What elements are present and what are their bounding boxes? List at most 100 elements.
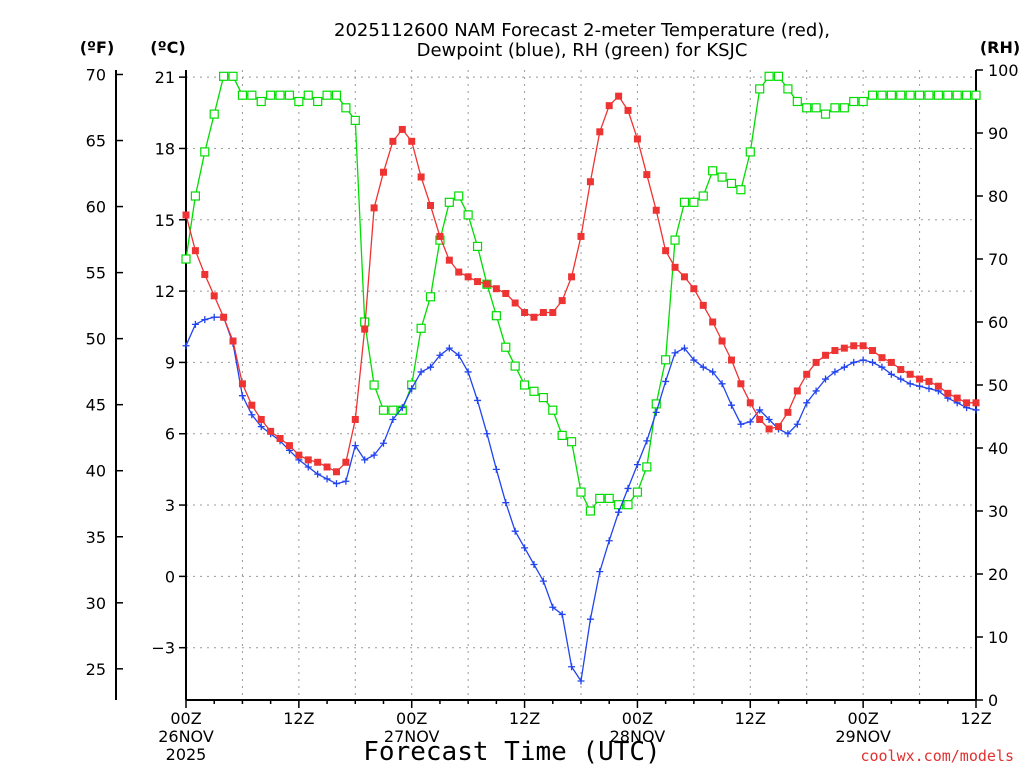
temperature-point bbox=[756, 415, 764, 423]
rh-point bbox=[886, 90, 896, 100]
celsius-tick-label: 15 bbox=[155, 211, 175, 230]
dewpoint-point bbox=[191, 320, 199, 328]
dewpoint-point bbox=[643, 437, 651, 445]
rh-tick-label: 30 bbox=[988, 502, 1008, 521]
rh-tick-label: 90 bbox=[988, 124, 1008, 143]
temperature-point bbox=[615, 92, 623, 100]
dewpoint-point bbox=[793, 420, 801, 428]
rh-point bbox=[538, 393, 548, 403]
temperature-point bbox=[332, 468, 340, 476]
dewpoint-point bbox=[238, 392, 246, 400]
rh-point bbox=[491, 311, 501, 321]
dewpoint-point bbox=[304, 463, 312, 471]
temperature-point bbox=[427, 202, 435, 210]
dewpoint-point bbox=[549, 603, 557, 611]
temperature-point bbox=[633, 135, 641, 143]
rh-point bbox=[971, 90, 981, 100]
time-tick-label: 00Z bbox=[396, 709, 427, 728]
rh-point bbox=[576, 487, 586, 497]
temperature-point bbox=[511, 299, 519, 307]
fahrenheit-tick-label: 65 bbox=[86, 132, 106, 151]
temperature-point bbox=[474, 278, 482, 286]
rh-tick-label: 60 bbox=[988, 313, 1008, 332]
temperature-point bbox=[916, 375, 924, 383]
dewpoint-point bbox=[624, 484, 632, 492]
temperature-point bbox=[831, 347, 839, 355]
rh-tick-label: 80 bbox=[988, 187, 1008, 206]
dewpoint-point bbox=[436, 351, 444, 359]
rh-tick-label: 40 bbox=[988, 439, 1008, 458]
dewpoint-point bbox=[483, 430, 491, 438]
temperature-point bbox=[436, 232, 444, 240]
dewpoint-point bbox=[323, 475, 331, 483]
temperature-point bbox=[850, 342, 858, 350]
temperature-point bbox=[502, 289, 510, 297]
dewpoint-point bbox=[521, 544, 529, 552]
fahrenheit-tick-label: 45 bbox=[86, 396, 106, 415]
fahrenheit-tick-label: 50 bbox=[86, 330, 106, 349]
temperature-point bbox=[182, 211, 190, 219]
dewpoint-point bbox=[370, 451, 378, 459]
rh-point bbox=[463, 210, 473, 220]
dewpoint-point bbox=[840, 363, 848, 371]
rh-point bbox=[181, 254, 191, 264]
date-tick-label: 29NOV bbox=[835, 727, 891, 746]
rh-point bbox=[313, 96, 323, 107]
rh-point bbox=[557, 430, 567, 440]
temperature-point bbox=[257, 415, 265, 423]
rh-unit-label: (RH) bbox=[980, 38, 1020, 57]
dewpoint-point bbox=[925, 385, 933, 393]
temperature-point bbox=[417, 173, 425, 181]
celsius-axis-ticks: −3 0 3 6 9 12 15 18 21 bbox=[151, 68, 186, 658]
dewpoint-point bbox=[746, 418, 754, 426]
dewpoint-point bbox=[727, 401, 735, 409]
rh-point bbox=[266, 90, 276, 100]
temperature-point bbox=[671, 263, 679, 271]
temperature-point bbox=[530, 313, 538, 321]
temperature-point bbox=[408, 137, 416, 145]
dewpoint-point bbox=[210, 313, 218, 321]
rh-point bbox=[454, 191, 464, 201]
dewpoint-point bbox=[690, 356, 698, 364]
fahrenheit-tick-label: 35 bbox=[86, 528, 106, 547]
rh-point bbox=[219, 71, 229, 81]
chart-title-line2: Dewpoint (blue), RH (green) for KSJC bbox=[417, 40, 748, 61]
celsius-tick-label: −3 bbox=[151, 639, 175, 658]
credit-text: coolwx.com/models bbox=[860, 747, 1014, 765]
rh-point bbox=[209, 109, 219, 119]
temperature-point bbox=[944, 389, 952, 397]
temperature-point bbox=[370, 204, 378, 212]
celsius-tick-label: 0 bbox=[165, 567, 175, 586]
temperature-point bbox=[699, 301, 707, 309]
dewpoint-point bbox=[502, 499, 510, 507]
dewpoint-point bbox=[699, 363, 707, 371]
rh-point bbox=[519, 380, 530, 390]
fahrenheit-tick-label: 25 bbox=[86, 660, 106, 679]
time-tick-label: 12Z bbox=[509, 709, 540, 728]
rh-point bbox=[566, 437, 577, 447]
dewpoint-point bbox=[709, 368, 717, 376]
rh-tick-label: 0 bbox=[988, 691, 998, 710]
rh-point bbox=[247, 90, 257, 100]
fahrenheit-tick-label: 55 bbox=[86, 264, 106, 283]
rh-point bbox=[952, 90, 962, 100]
rh-point bbox=[425, 292, 436, 302]
rh-point bbox=[632, 487, 643, 497]
temperature-point bbox=[652, 206, 660, 214]
rh-point bbox=[820, 109, 831, 119]
dewpoint-point bbox=[784, 430, 792, 438]
temperature-point bbox=[389, 137, 397, 145]
rh-point bbox=[679, 197, 690, 207]
dewpoint-point bbox=[615, 508, 623, 516]
dewpoint-point bbox=[586, 615, 594, 623]
dewpoint-point bbox=[201, 316, 209, 324]
rh-point bbox=[472, 241, 483, 251]
fahrenheit-axis-ticks: 25 30 35 40 45 50 55 60 65 70 bbox=[86, 65, 123, 679]
rh-point bbox=[914, 90, 925, 100]
dewpoint-point bbox=[408, 385, 416, 393]
fahrenheit-tick-label: 40 bbox=[86, 462, 106, 481]
temperature-point bbox=[351, 415, 359, 423]
temperature-point bbox=[342, 458, 350, 466]
rh-tick-label: 50 bbox=[988, 376, 1008, 395]
dewpoint-point bbox=[182, 342, 190, 350]
